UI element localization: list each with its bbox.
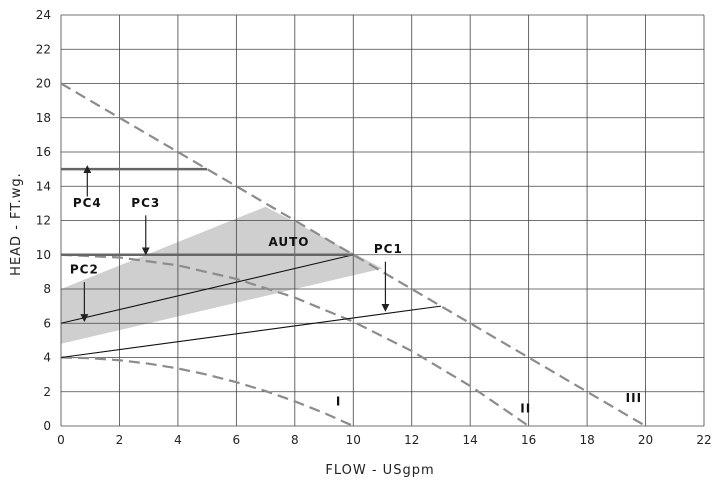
x-tick-label: 2 (116, 433, 124, 447)
y-tick-label: 24 (36, 8, 51, 22)
x-tick-label: 12 (404, 433, 419, 447)
x-tick-label: 0 (57, 433, 65, 447)
y-tick-label: 22 (36, 42, 51, 56)
y-tick-label: 6 (43, 316, 51, 330)
y-tick-label: 14 (36, 179, 51, 193)
annotation-iii: III (626, 391, 642, 405)
grid-layer (60, 14, 705, 427)
x-axis-label: FLOW - USgpm (325, 463, 434, 478)
y-tick-label: 4 (43, 351, 51, 365)
x-tick-label: 22 (696, 433, 711, 447)
annotation-pc2: PC2 (70, 263, 99, 277)
y-tick-label: 2 (43, 385, 51, 399)
series-ii-line (60, 253, 530, 427)
series-pc1-line (60, 305, 442, 359)
y-tick-label: 0 (43, 419, 51, 433)
x-tick-label: 4 (174, 433, 182, 447)
annotation-auto: AUTO (268, 235, 309, 249)
x-tick-label: 10 (346, 433, 361, 447)
y-axis-label: HEAD - FT.wg. (9, 172, 24, 276)
series-auto-line (60, 254, 354, 324)
y-tick-label: 20 (36, 77, 51, 91)
x-tick-label: 8 (291, 433, 299, 447)
y-tick-label: 18 (36, 111, 51, 125)
y-tick-label: 12 (36, 214, 51, 228)
series-layer (60, 82, 647, 428)
annotation-i: I (336, 394, 341, 408)
annotation-pc4: PC4 (73, 196, 102, 210)
annotation-pc3: PC3 (131, 196, 160, 210)
x-tick-label: 20 (638, 433, 653, 447)
x-tick-label: 14 (463, 433, 478, 447)
y-tick-label: 10 (36, 248, 51, 262)
x-tick-label: 18 (579, 433, 594, 447)
y-tick-label: 16 (36, 145, 51, 159)
y-tick-label: 8 (43, 282, 51, 296)
annotation-pc1: PC1 (374, 242, 403, 256)
x-tick-label: 6 (233, 433, 241, 447)
series-iii-line (60, 82, 647, 427)
x-tick-label: 16 (521, 433, 536, 447)
annotation-ii: II (520, 401, 531, 415)
